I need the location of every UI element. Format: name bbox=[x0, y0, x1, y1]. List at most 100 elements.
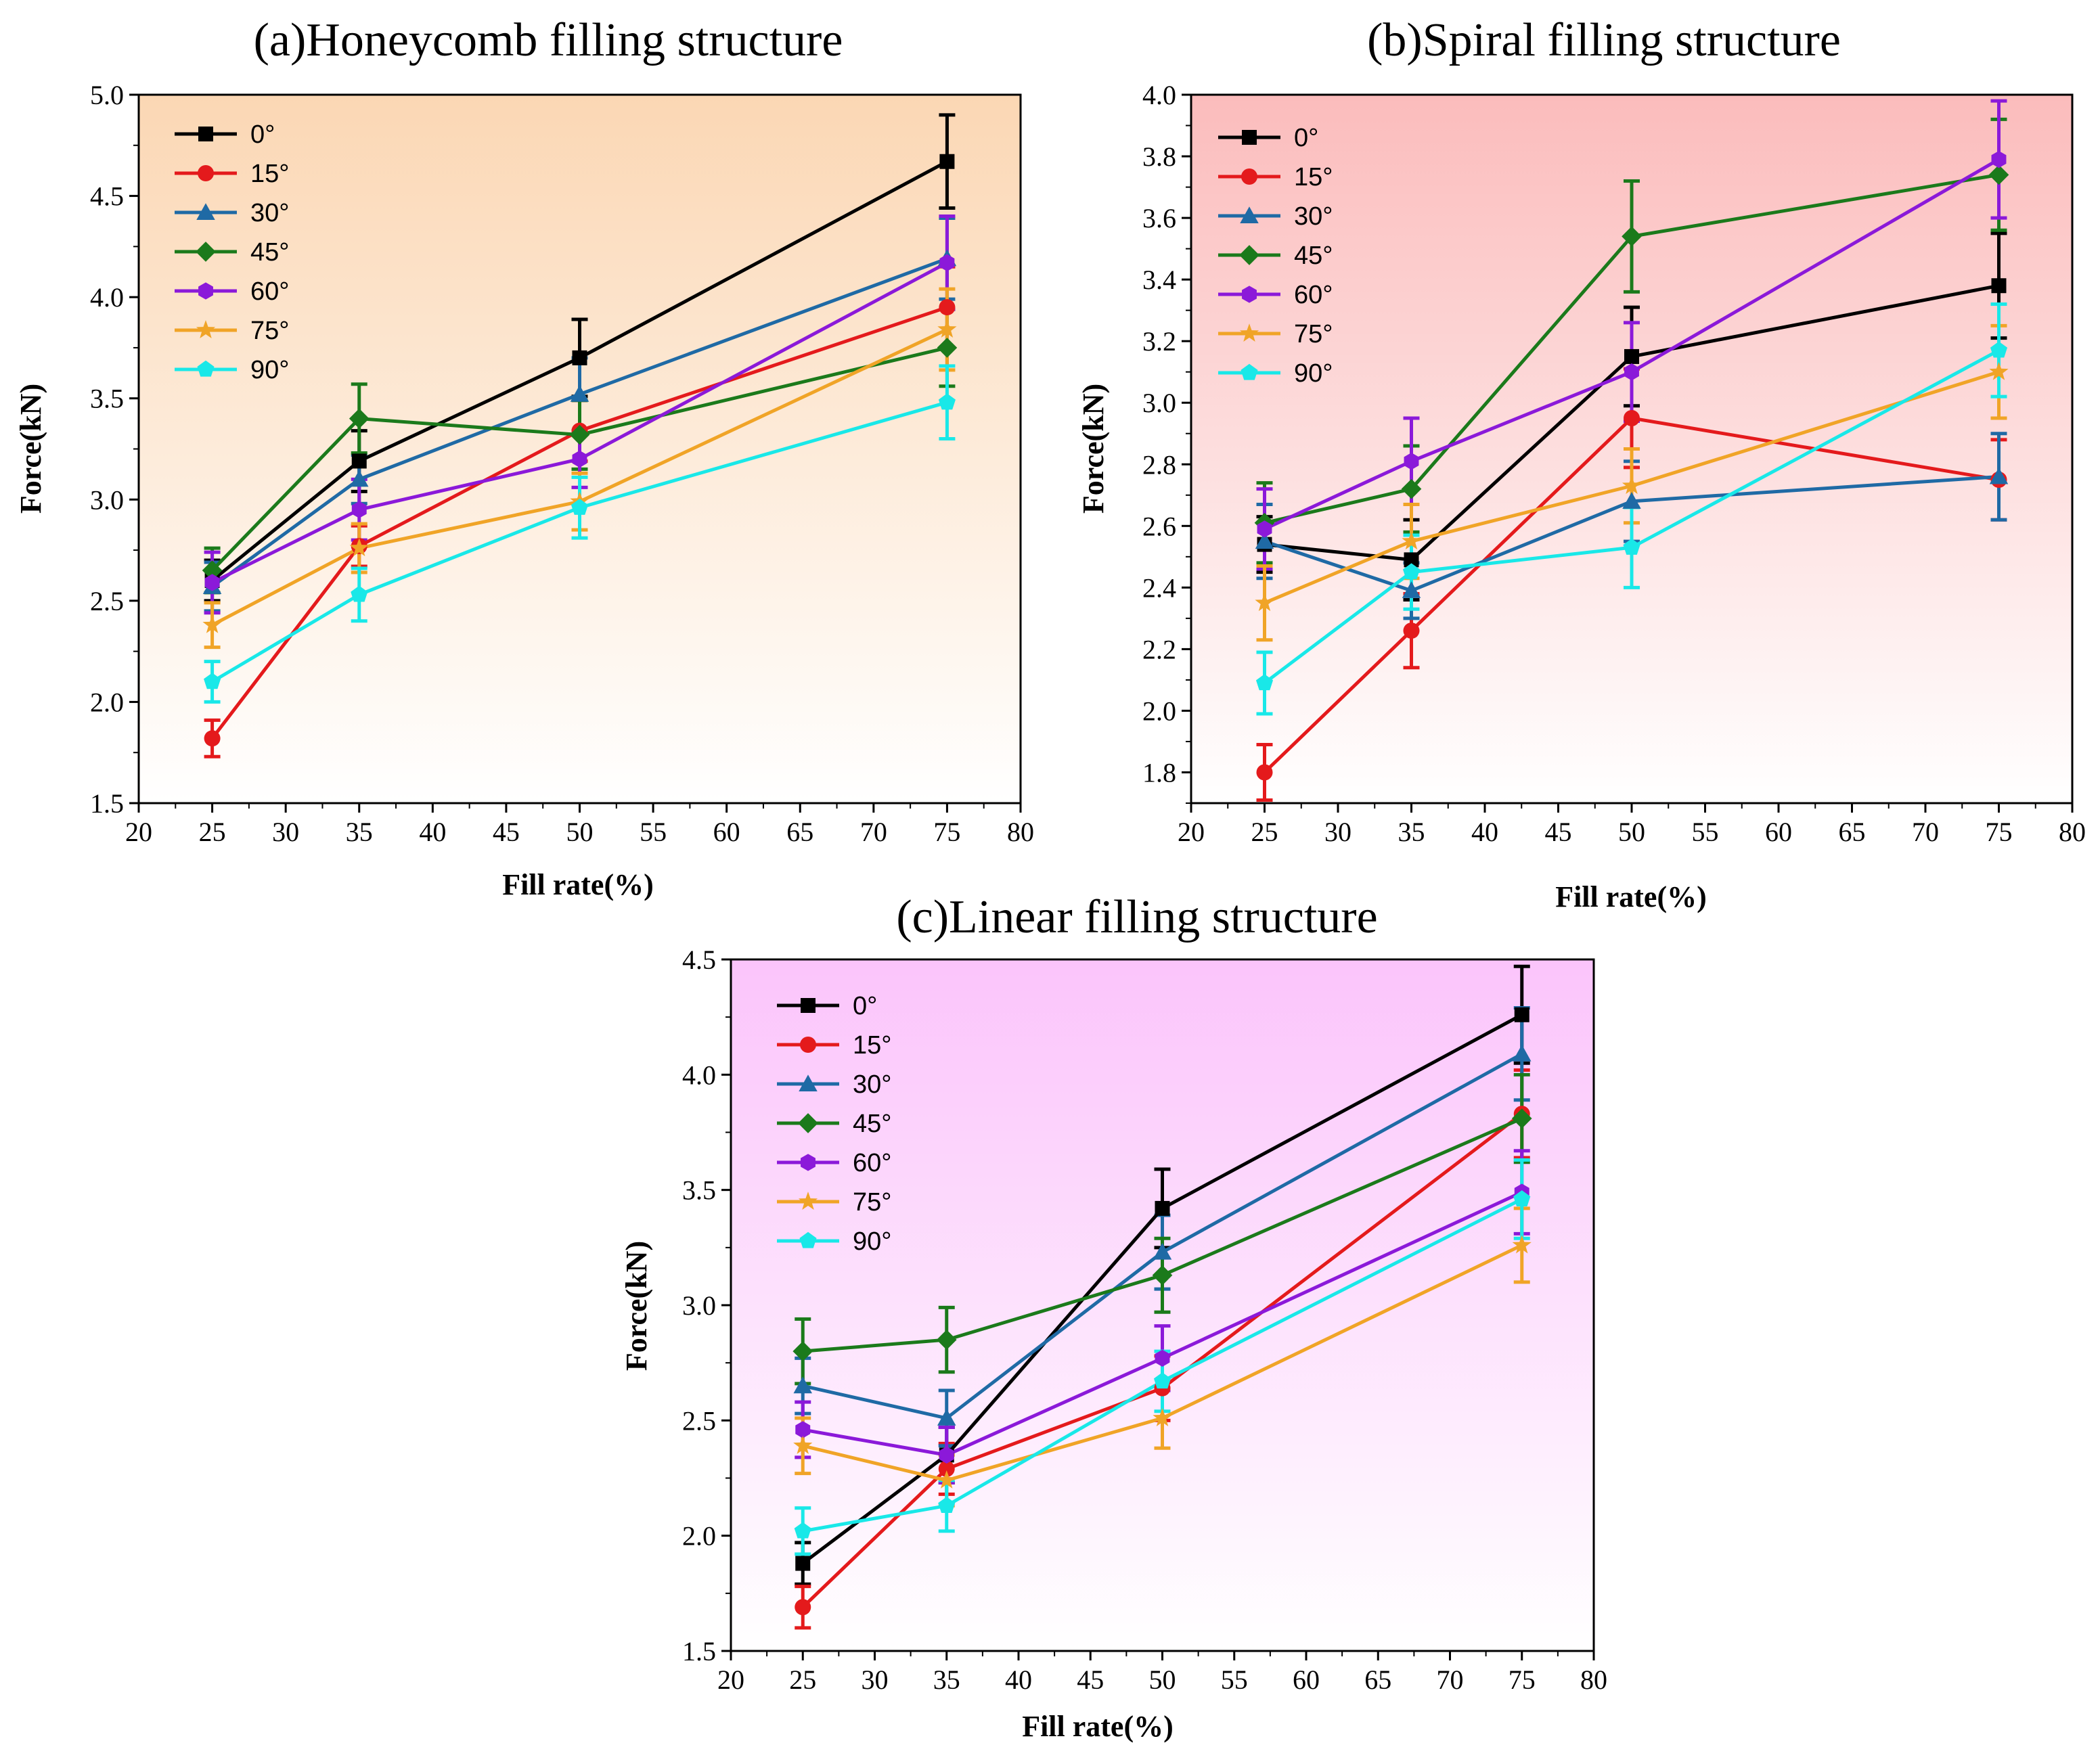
data-point-marker bbox=[1513, 1190, 1531, 1206]
legend-label: 45° bbox=[853, 1110, 891, 1138]
data-point-marker bbox=[939, 154, 955, 169]
x-tick-label: 55 bbox=[1692, 817, 1719, 847]
data-point-marker bbox=[793, 1435, 813, 1454]
legend-label: 0° bbox=[1294, 124, 1318, 152]
data-point-marker bbox=[1512, 1235, 1532, 1254]
legend-label: 60° bbox=[1294, 281, 1333, 309]
legend-marker bbox=[799, 1074, 818, 1091]
y-tick-label: 4.5 bbox=[682, 945, 716, 975]
y-tick-label: 3.8 bbox=[1142, 141, 1176, 172]
data-point-marker bbox=[1514, 1007, 1529, 1022]
series-line-1 bbox=[210, 305, 948, 740]
data-point-marker bbox=[349, 408, 370, 429]
y-tick-label: 1.5 bbox=[682, 1636, 716, 1667]
y-tick-label: 2.0 bbox=[1142, 696, 1176, 726]
chart-honeycomb: (a)Honeycomb filling structure Fill rate… bbox=[14, 14, 1034, 901]
x-tick-label: 50 bbox=[1149, 1664, 1176, 1695]
legend: 0° 15° 30° 45° 60° 75° 90° bbox=[1218, 124, 1333, 388]
data-point-marker bbox=[795, 1599, 811, 1616]
x-tick-label: 55 bbox=[1221, 1664, 1248, 1695]
y-tick-label: 3.4 bbox=[1142, 265, 1176, 295]
data-point-marker bbox=[938, 1497, 956, 1514]
x-tick-label: 65 bbox=[1839, 817, 1866, 847]
x-tick-label: 25 bbox=[1251, 817, 1278, 847]
legend-marker bbox=[198, 127, 213, 141]
legend-label: 60° bbox=[853, 1149, 891, 1177]
legend-label: 30° bbox=[250, 199, 289, 227]
data-point-marker bbox=[1989, 467, 2009, 484]
x-tick-label: 80 bbox=[1007, 817, 1034, 847]
chart-title: (c)Linear filling structure bbox=[896, 891, 1377, 943]
x-tick-label: 45 bbox=[1545, 817, 1572, 847]
legend-marker bbox=[800, 1037, 816, 1053]
legend-label: 15° bbox=[853, 1031, 891, 1060]
x-axis-label: Fill rate(%) bbox=[1022, 1710, 1174, 1743]
data-point-marker bbox=[570, 384, 589, 402]
data-point-marker bbox=[1622, 476, 1642, 495]
series-line-2 bbox=[802, 1052, 1523, 1420]
legend-marker bbox=[1240, 206, 1259, 223]
legend-marker bbox=[801, 1154, 816, 1171]
y-tick-label: 1.5 bbox=[90, 788, 124, 819]
series-line-6 bbox=[211, 401, 948, 683]
series-line-3 bbox=[210, 346, 947, 572]
data-point-marker bbox=[1255, 593, 1274, 612]
y-tick-label: 3.2 bbox=[1142, 326, 1176, 357]
data-point-marker bbox=[1402, 563, 1421, 580]
x-tick-label: 40 bbox=[419, 817, 446, 847]
legend-label: 45° bbox=[1294, 242, 1333, 270]
legend-marker bbox=[1239, 245, 1259, 265]
data-point-marker bbox=[202, 614, 222, 633]
y-tick-label: 2.0 bbox=[90, 687, 124, 717]
data-point-marker bbox=[204, 730, 221, 747]
data-point-marker bbox=[1402, 581, 1421, 598]
data-point-marker bbox=[937, 1409, 956, 1426]
legend: 0° 15° 30° 45° 60° 75° 90° bbox=[777, 992, 891, 1256]
x-tick-label: 55 bbox=[640, 817, 667, 847]
y-tick-label: 3.5 bbox=[682, 1175, 716, 1206]
series-line-5 bbox=[802, 1244, 1523, 1482]
x-tick-label: 30 bbox=[272, 817, 299, 847]
data-point-marker bbox=[1624, 409, 1640, 426]
x-tick-label: 75 bbox=[933, 817, 960, 847]
legend-marker bbox=[801, 998, 816, 1013]
data-point-marker bbox=[1255, 532, 1274, 549]
legend-marker bbox=[196, 242, 216, 262]
data-point-marker bbox=[1404, 552, 1419, 568]
y-axis-label: Force(kN) bbox=[620, 1241, 653, 1371]
legend-marker bbox=[1239, 323, 1259, 342]
y-tick-label: 3.0 bbox=[1142, 388, 1176, 418]
data-point-marker bbox=[351, 585, 368, 602]
series-line-4 bbox=[1264, 158, 2000, 531]
series-line-3 bbox=[803, 1116, 1523, 1353]
data-point-marker bbox=[1624, 348, 1639, 364]
x-tick-label: 70 bbox=[1912, 817, 1939, 847]
legend-marker bbox=[1242, 286, 1257, 303]
data-point-marker bbox=[1153, 1242, 1172, 1260]
data-point-marker bbox=[204, 574, 220, 591]
data-point-marker bbox=[1404, 453, 1419, 470]
data-point-marker bbox=[1155, 1200, 1170, 1216]
legend-label: 30° bbox=[853, 1070, 891, 1099]
data-point-marker bbox=[1513, 1044, 1532, 1062]
x-tick-label: 45 bbox=[1077, 1664, 1104, 1695]
data-point-marker bbox=[351, 453, 367, 469]
data-point-marker bbox=[572, 450, 587, 468]
legend-label: 90° bbox=[250, 356, 289, 384]
chart-spiral: (b)Spiral filling structure Fill rate(%)… bbox=[1077, 14, 2086, 913]
y-tick-label: 2.6 bbox=[1142, 511, 1176, 541]
data-point-marker bbox=[350, 470, 369, 487]
x-tick-label: 50 bbox=[1618, 817, 1645, 847]
x-tick-label: 65 bbox=[786, 817, 813, 847]
series-line-0 bbox=[211, 160, 948, 582]
x-tick-label: 70 bbox=[1437, 1664, 1464, 1695]
data-point-marker bbox=[795, 1421, 811, 1438]
y-tick-label: 4.0 bbox=[90, 282, 124, 313]
legend-marker bbox=[196, 320, 216, 339]
y-tick-label: 2.2 bbox=[1142, 634, 1176, 664]
plot-area: 20 25 30 35 40 45 50 55 60 65 70 75 80 1.5 2.0 2.5 3.0 3.… bbox=[90, 80, 1034, 847]
data-point-marker bbox=[1401, 478, 1422, 499]
x-tick-label: 60 bbox=[1765, 817, 1792, 847]
legend-marker bbox=[1241, 168, 1257, 185]
data-point-marker bbox=[1991, 150, 2007, 168]
